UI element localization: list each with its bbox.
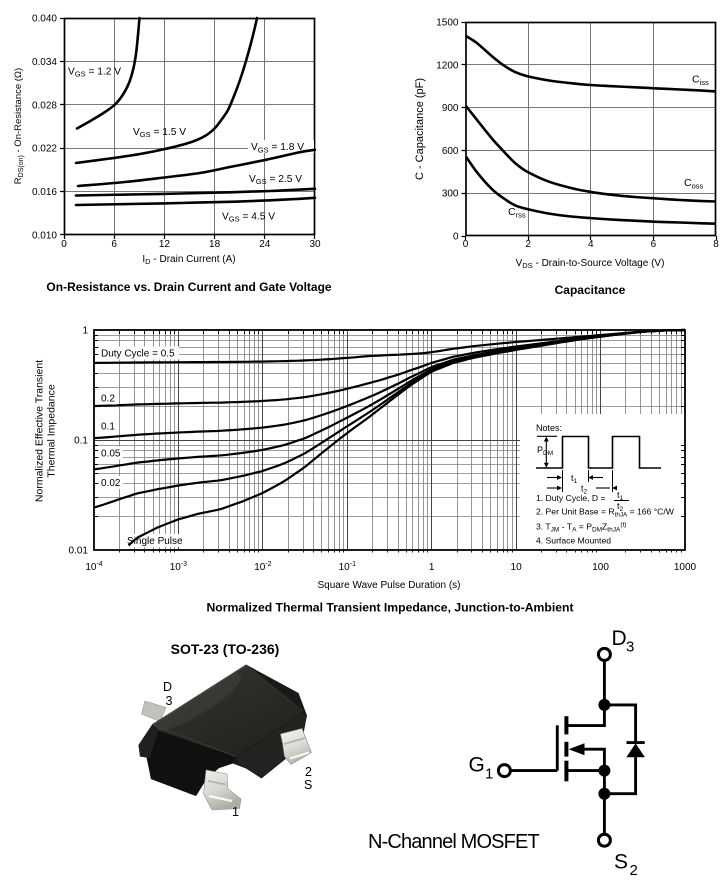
svg-text:VGS = 2.5 V: VGS = 2.5 V — [249, 174, 302, 186]
svg-text:VGS = 1.2 V: VGS = 1.2 V — [68, 67, 121, 79]
svg-text:0.010: 0.010 — [32, 231, 57, 242]
svg-text:8: 8 — [713, 239, 719, 250]
svg-text:10-1: 10-1 — [339, 561, 356, 573]
svg-text:RDS(on) - On-Resistance (Ω): RDS(on) - On-Resistance (Ω) — [13, 68, 25, 184]
svg-text:0.028: 0.028 — [32, 100, 57, 111]
svg-text:18: 18 — [209, 239, 221, 250]
svg-text:2: 2 — [525, 239, 531, 250]
svg-text:Square Wave Pulse Duration (s): Square Wave Pulse Duration (s) — [317, 580, 460, 591]
svg-text:VGS = 1.5 V: VGS = 1.5 V — [133, 127, 186, 139]
svg-text:6: 6 — [111, 239, 117, 250]
svg-text:0: 0 — [453, 232, 459, 243]
svg-text:S: S — [614, 851, 628, 874]
svg-text:Normalized Thermal Transient I: Normalized Thermal Transient Impedance, … — [206, 601, 573, 615]
svg-text:900: 900 — [442, 103, 459, 114]
svg-text:t1: t1 — [571, 473, 578, 485]
svg-text:0.1: 0.1 — [101, 422, 115, 433]
svg-text:D: D — [163, 680, 172, 694]
svg-text:Ciss: Ciss — [692, 74, 709, 87]
svg-text:G: G — [469, 754, 485, 777]
svg-text:3. TJM - TA = PDMZthJA(t): 3. TJM - TA = PDMZthJA(t) — [536, 522, 626, 534]
svg-text:Crss: Crss — [508, 206, 526, 219]
svg-text:C - Capacitance (pF): C - Capacitance (pF) — [414, 78, 426, 180]
svg-text:t1: t1 — [617, 490, 624, 502]
svg-text:12: 12 — [159, 239, 171, 250]
svg-text:0: 0 — [61, 239, 67, 250]
svg-text:4: 4 — [588, 239, 594, 250]
svg-text:Thermal Impedance: Thermal Impedance — [46, 384, 58, 478]
svg-text:3: 3 — [626, 639, 634, 656]
svg-text:6: 6 — [651, 239, 657, 250]
svg-text:0.02: 0.02 — [101, 478, 121, 489]
svg-text:Normalized Effective Transient: Normalized Effective Transient — [34, 360, 46, 502]
svg-text:SOT-23 (TO-236): SOT-23 (TO-236) — [171, 641, 280, 657]
svg-text:10: 10 — [511, 562, 523, 573]
svg-text:t2: t2 — [581, 484, 588, 496]
svg-text:24: 24 — [259, 239, 271, 250]
svg-text:300: 300 — [442, 189, 459, 200]
svg-text:ID - Drain Current (A): ID - Drain Current (A) — [142, 254, 235, 266]
svg-text:VGS = 1.8 V: VGS = 1.8 V — [251, 142, 304, 154]
svg-text:VDS - Drain-to-Source Voltage: VDS - Drain-to-Source Voltage (V) — [516, 258, 665, 270]
svg-text:1200: 1200 — [436, 60, 459, 71]
svg-text:0.040: 0.040 — [32, 14, 57, 25]
svg-text:Coss: Coss — [684, 177, 704, 190]
svg-text:30: 30 — [309, 239, 321, 250]
svg-text:0.022: 0.022 — [32, 144, 57, 155]
svg-text:0.2: 0.2 — [101, 394, 115, 405]
svg-text:0.016: 0.016 — [32, 187, 57, 198]
svg-text:1000: 1000 — [674, 562, 697, 573]
svg-text:10-2: 10-2 — [254, 561, 271, 573]
svg-text:D: D — [612, 627, 627, 650]
svg-text:Duty Cycle = 0.5: Duty Cycle = 0.5 — [101, 349, 175, 360]
svg-text:On-Resistance vs. Drain Curren: On-Resistance vs. Drain Current and Gate… — [46, 280, 332, 294]
svg-text:1: 1 — [82, 326, 88, 337]
svg-text:600: 600 — [442, 146, 459, 157]
svg-text:1. Duty Cycle, D =: 1. Duty Cycle, D = — [536, 493, 606, 503]
svg-text:2: 2 — [630, 862, 638, 879]
svg-text:1: 1 — [232, 805, 239, 819]
svg-text:0.1: 0.1 — [74, 436, 88, 447]
svg-text:VGS = 4.5 V: VGS = 4.5 V — [222, 212, 275, 224]
svg-text:S: S — [304, 778, 312, 792]
svg-text:Capacitance: Capacitance — [555, 283, 626, 297]
svg-text:Notes:: Notes: — [536, 423, 562, 433]
svg-text:0.01: 0.01 — [69, 546, 89, 557]
svg-text:2. Per Unit Base = RthJA = 166: 2. Per Unit Base = RthJA = 166 °C/W — [536, 507, 675, 519]
svg-text:1: 1 — [485, 766, 493, 783]
svg-text:3: 3 — [166, 694, 173, 708]
svg-text:0.034: 0.034 — [32, 57, 57, 68]
svg-text:t2: t2 — [617, 501, 624, 513]
svg-text:N-Channel MOSFET: N-Channel MOSFET — [368, 831, 540, 853]
svg-text:1500: 1500 — [436, 18, 459, 29]
svg-text:4. Surface Mounted: 4. Surface Mounted — [536, 536, 611, 546]
svg-text:0.05: 0.05 — [101, 449, 121, 460]
svg-text:Single Pulse: Single Pulse — [127, 536, 183, 547]
svg-text:10-4: 10-4 — [85, 561, 102, 573]
svg-text:10-3: 10-3 — [170, 561, 187, 573]
svg-text:1: 1 — [429, 562, 435, 573]
svg-text:0: 0 — [463, 239, 469, 250]
svg-text:100: 100 — [592, 562, 609, 573]
svg-text:2: 2 — [305, 765, 312, 779]
